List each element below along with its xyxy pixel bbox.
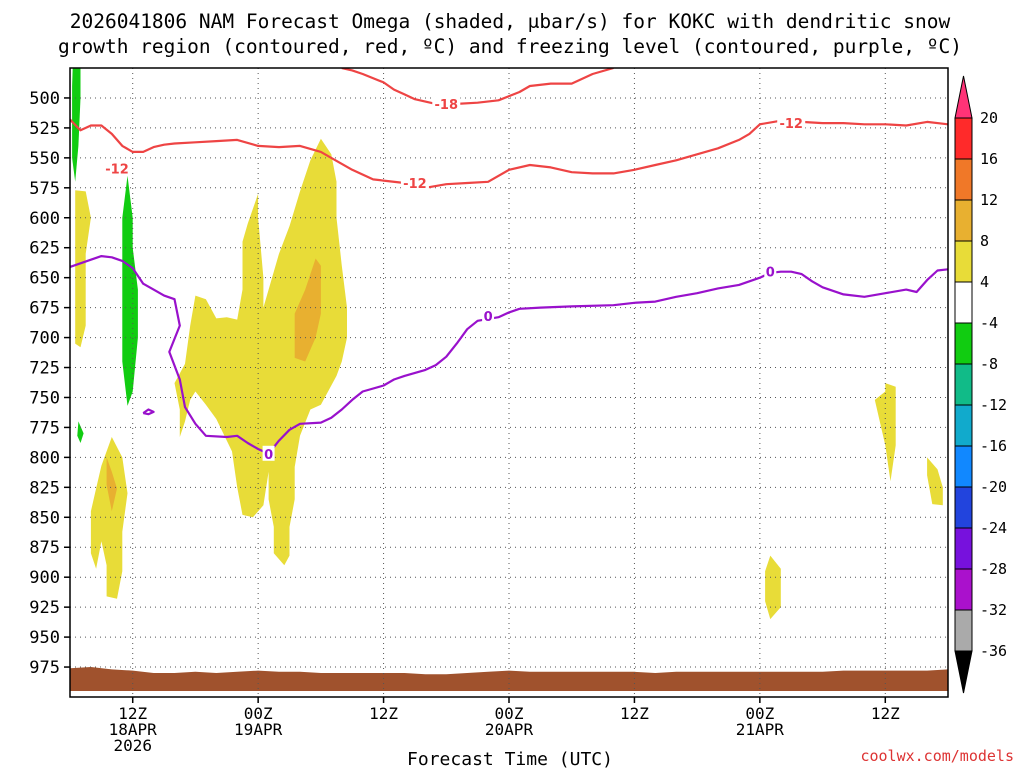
colorbar-top-triangle: [954, 75, 973, 119]
omega-4-region-2: [90, 437, 128, 599]
x-tick-label-42-1: 20APR: [485, 720, 534, 739]
x-tick-label-66-1: 21APR: [736, 720, 785, 739]
y-tick-label-725: 725: [29, 359, 60, 379]
colorbar-label-11: -28: [980, 560, 1007, 578]
contour-label-bg-1: [432, 95, 461, 111]
colorbar: 20 16 12 8 4 -4 -8 -12 -16 -20 -24 -28 -32 -36: [954, 75, 1007, 694]
contour-label-6: 0: [766, 266, 775, 281]
colorbar-bin-3: [954, 240, 973, 283]
y-tick-label-850: 850: [29, 508, 60, 528]
contour-label-5: 0: [264, 448, 273, 463]
x-tick-label-6-0: 12Z: [118, 704, 147, 723]
y-tick-label-825: 825: [29, 478, 60, 498]
colorbar-label-10: -24: [980, 519, 1007, 537]
y-tick-label-525: 525: [29, 119, 60, 139]
colorbar-bin-12: [954, 609, 973, 652]
colorbar-bin-9: [954, 486, 973, 529]
colorbar-bin-7: [954, 404, 973, 447]
colorbar-label-0: 20: [980, 109, 998, 127]
y-tick-label-975: 975: [29, 658, 60, 678]
y-tick-label-775: 775: [29, 418, 60, 438]
freezing-0-contour-2: [142, 408, 155, 416]
y-tick-label-950: 950: [29, 628, 60, 648]
y-tick-label-575: 575: [29, 179, 60, 199]
y-tick-label-900: 900: [29, 568, 60, 588]
colorbar-label-1: 16: [980, 150, 998, 168]
colorbar-label-7: -12: [980, 396, 1007, 414]
contour-label-0: -12: [105, 163, 129, 178]
contour-label-bg-4: [482, 308, 495, 324]
credit-text: coolwx.com/models: [860, 747, 1014, 765]
omega-4-region-3: [174, 138, 347, 566]
contour-label-bg-2: [400, 175, 429, 191]
x-tick-label-66-0: 00Z: [745, 704, 774, 723]
x-tick-label-6-2: 2026: [113, 736, 152, 755]
colorbar-bin-10: [954, 527, 973, 570]
y-tick-label-550: 550: [29, 149, 60, 169]
x-tick-label-30-0: 12Z: [369, 704, 398, 723]
y-tick-label-500: 500: [29, 89, 60, 109]
colorbar-label-3: 8: [980, 232, 989, 250]
colorbar-label-12: -32: [980, 601, 1007, 619]
x-tick-label-6-1: 18APR: [109, 720, 158, 739]
x-tick-label-18-1: 19APR: [234, 720, 283, 739]
colorbar-label-9: -20: [980, 478, 1007, 496]
plot-frame: [69, 67, 949, 698]
y-axis: 500 525 550 575 600 625 650 675 700 725 750 775 800 8…: [29, 89, 70, 678]
y-tick-label-700: 700: [29, 329, 60, 349]
colorbar-bin-0: [954, 117, 973, 160]
y-tick-label-600: 600: [29, 209, 60, 229]
omega-8-region-2: [106, 457, 117, 512]
y-tick-label-800: 800: [29, 448, 60, 468]
colorbar-label-4: 4: [980, 273, 989, 291]
omega-4-region-1: [75, 190, 91, 348]
y-tick-label-875: 875: [29, 538, 60, 558]
y-tick-label-650: 650: [29, 269, 60, 289]
omega-4-region-4: [874, 383, 896, 482]
colorbar-label-5: -4: [980, 314, 998, 332]
contour-label-2: -12: [403, 177, 427, 192]
contour-label-bg-5: [262, 445, 275, 461]
colorbar-bin-2: [954, 199, 973, 242]
contour-label-3: -12: [779, 117, 803, 132]
chart-title-line-2: growth region (contoured, red, ºC) and f…: [58, 35, 962, 58]
y-tick-label-675: 675: [29, 299, 60, 319]
contour-label-bg-3: [777, 115, 806, 131]
x-tick-label-18-0: 00Z: [244, 704, 273, 723]
omega-m4-region-3: [77, 421, 84, 443]
colorbar-label-13: -36: [980, 642, 1007, 660]
colorbar-bin-6: [954, 363, 973, 406]
y-tick-label-925: 925: [29, 598, 60, 618]
y-tick-label-750: 750: [29, 388, 60, 408]
colorbar-label-6: -8: [980, 355, 998, 373]
colorbar-bin-4: [954, 281, 973, 324]
chart-title-line-1: 2026041806 NAM Forecast Omega (shaded, μ…: [70, 10, 951, 33]
contour-label-bg-6: [764, 263, 777, 279]
plot-area: -12 -18 -12 -12 0 0 0: [70, 68, 948, 697]
omega-m4-region-2: [122, 175, 138, 406]
x-axis-label: Forecast Time (UTC): [407, 749, 613, 768]
freezing-0-contour-1: [70, 255, 948, 455]
colorbar-bin-1: [954, 158, 973, 201]
colorbar-label-8: -16: [980, 437, 1007, 455]
colorbar-bin-8: [954, 445, 973, 488]
omega-4-region-6: [765, 555, 781, 620]
x-tick-label-42-0: 00Z: [495, 704, 524, 723]
x-tick-label-54-0: 12Z: [620, 704, 649, 723]
colorbar-bottom-triangle: [954, 650, 973, 694]
omega-4-region-5: [927, 457, 943, 506]
colorbar-label-2: 12: [980, 191, 998, 209]
y-tick-label-625: 625: [29, 239, 60, 259]
colorbar-bin-11: [954, 568, 973, 611]
x-tick-label-78-0: 12Z: [871, 704, 900, 723]
omega-8-region-3: [294, 258, 321, 362]
colorbar-bin-5: [954, 322, 973, 365]
contour-label-4: 0: [484, 310, 493, 325]
contour-label-1: -18: [435, 98, 459, 113]
contour-label-bg-0: [103, 160, 132, 176]
